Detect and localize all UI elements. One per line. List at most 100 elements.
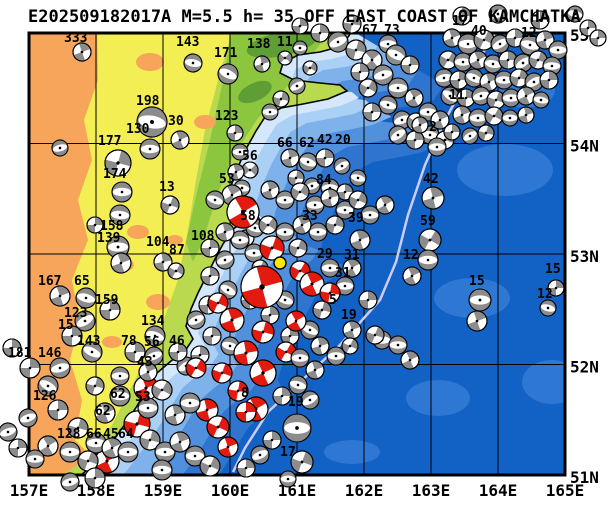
beachball-gray [430,110,450,130]
depth-label: 56 [242,149,258,164]
depth-label: 40 [471,24,487,39]
depth-label: 66 [86,427,102,442]
lon-tick-label: 162E [345,481,384,500]
depth-label: 19 [341,308,357,323]
beachball-gray [513,53,533,73]
beachball-gray [342,258,362,278]
beachball-gray [484,106,504,126]
beachball-gray [260,180,280,200]
beachball-gray [60,472,80,492]
depth-label: 128 [57,427,81,442]
depth-label: 143 [176,35,199,50]
beachball-gray [320,188,340,208]
beachball-gray [488,4,508,24]
beachball-gray [378,95,398,115]
beachball-gray [85,376,105,396]
beachball-gray [139,429,161,451]
beachball-gray [67,417,89,439]
depth-label: 62 [95,404,111,419]
depth-label: 104 [146,235,170,250]
beachball-gray [277,50,293,66]
beachball-gray [169,431,191,453]
beachball-red [259,235,285,261]
beachball-gray [310,336,330,356]
beachball-gray [388,335,408,355]
beachball-gray [452,6,472,26]
depth-label: 123 [64,306,87,321]
beachball-gray [153,252,173,272]
beachball-gray [124,341,146,363]
depth-label: 73 [384,23,400,38]
beachball-red [207,292,229,314]
lon-tick-label: 164E [479,481,518,500]
beachball-gray [117,441,139,463]
beachball-red [211,362,233,384]
beachball-gray [501,88,521,108]
beachball-gray [288,77,306,95]
beachball-gray [418,228,442,252]
beachball-gray [548,40,568,60]
depth-label: 33 [302,209,318,224]
beachball-gray [342,320,362,340]
depth-label: 31 [344,248,360,263]
beachball-gray [110,252,132,274]
beachball-gray [290,450,314,474]
beachball-gray [516,86,536,106]
depth-label: 8 [241,386,249,401]
beachball-gray [466,310,488,332]
beachball-gray [202,326,222,346]
depth-label: 130 [126,122,150,137]
beachball-gray [241,161,259,179]
beachball-gray [336,183,354,201]
beachball-gray [298,152,318,172]
beachball-gray [440,86,460,106]
beachball-gray [358,290,378,310]
depth-label: 66 [277,136,293,151]
beachball-gray [327,31,349,53]
beachball-gray [477,124,495,142]
depth-label: 181 [8,346,32,361]
depth-label: 87 [169,243,185,258]
beachball-gray [335,200,355,220]
beachball-gray [517,106,535,124]
beachball-gray [272,90,290,108]
beachball-gray [144,325,166,347]
beachball-gray [215,222,235,242]
depth-label: 12 [537,287,553,302]
beachball-gray [360,205,380,225]
beachball-red [233,340,259,366]
beachball-gray [449,70,469,90]
lon-tick-label: 163E [412,481,451,500]
valley-darkgreen [238,80,272,104]
beachball-gray [411,116,429,134]
beachball-gray [217,63,239,85]
beachball-gray [442,28,462,48]
beachball-red [227,380,249,402]
beachball-gray [200,266,220,286]
depth-label: 53 [135,390,151,405]
beachball-gray [348,190,368,210]
beachball-red [235,401,257,423]
beachball-gray [8,438,28,458]
beachball-gray [275,222,295,242]
beachball-gray [290,348,310,368]
lon-tick-label: 160E [211,481,250,500]
lat-tick-label: 51N [570,468,599,487]
depth-label: 2 [429,120,437,135]
beachball-gray [186,310,206,330]
beachball-gray [333,157,351,175]
beachball-gray [227,163,245,181]
depth-label: 146 [38,346,62,361]
beachball-gray [111,181,133,203]
beachball-gray [302,60,318,76]
beachball-gray [137,397,159,419]
epicenter-layer [273,256,287,270]
beachball-gray [505,28,525,48]
beachball-gray [310,23,330,43]
beachball-gray [443,123,461,141]
beachball-gray [315,148,335,168]
beachball-gray [138,362,158,382]
depth-label: 167 [38,274,61,289]
beachball-gray [167,262,185,280]
